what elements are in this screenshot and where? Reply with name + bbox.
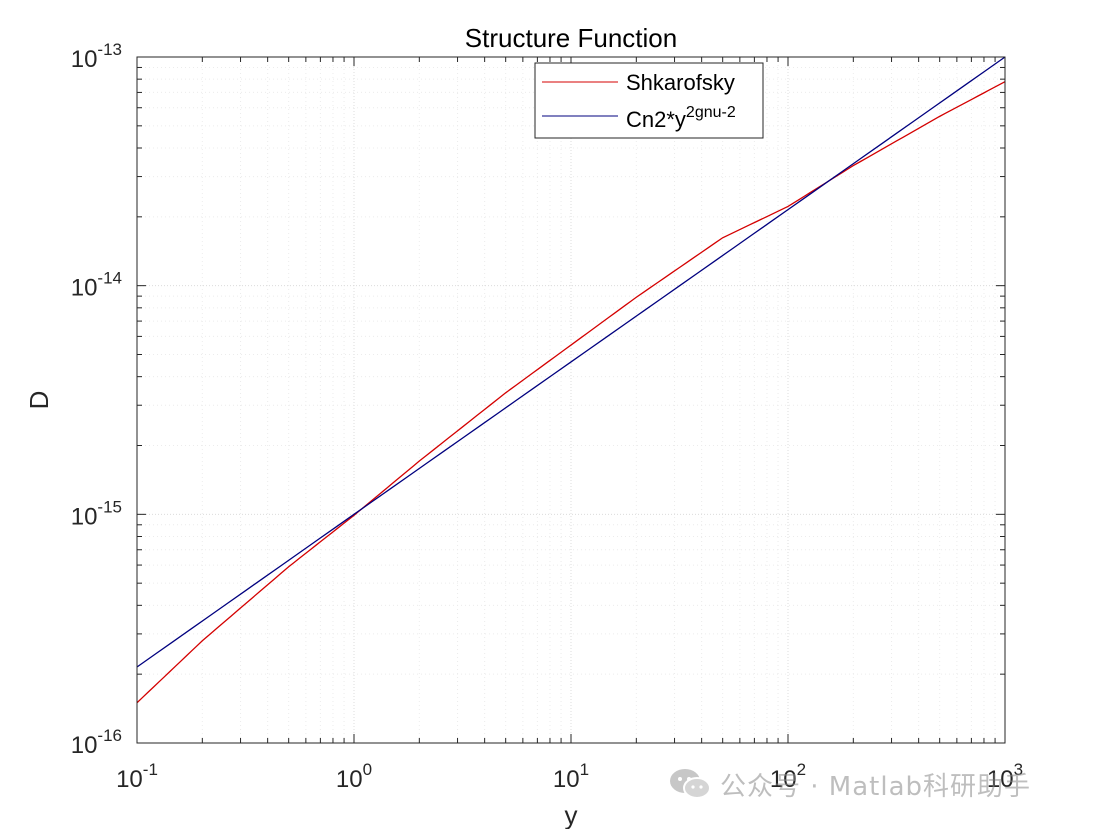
y-tick-label: 10-16: [71, 726, 122, 759]
y-tick-label: 10-14: [71, 269, 122, 302]
legend-box: [534, 62, 764, 139]
ticks: [136, 57, 1005, 744]
x-tick-label: 10-1: [116, 760, 158, 793]
chart-title: Structure Function: [465, 23, 677, 53]
watermark-text: 公众号 · Matlab科研助手: [720, 771, 1032, 802]
legend-label-cn2: Cn2*y2gnu-2: [626, 104, 736, 132]
x-tick-label: 102: [770, 760, 806, 793]
watermark: 公众号 · Matlab科研助手: [668, 762, 1031, 806]
plot-lines: [136, 56, 1006, 704]
series-line-1: [136, 56, 1006, 668]
grid: [136, 57, 1005, 744]
x-tick-label: 100: [336, 760, 372, 793]
series-line-0: [136, 81, 1006, 704]
y-tick-label: 10-15: [71, 497, 122, 530]
wechat-icon: [670, 769, 711, 799]
legend-label-shkarofsky: Shkarofsky: [626, 70, 735, 95]
tick-labels: 10-1 100 101 102 103 10-16 10-15 10-14 10-13: [71, 40, 1023, 793]
x-tick-label: 103: [987, 760, 1023, 793]
legend: Shkarofsky Cn2*y2gnu-2: [534, 62, 764, 139]
x-tick-label: 101: [553, 760, 589, 793]
x-axis-label: y: [565, 800, 578, 829]
y-axis-label: D: [24, 391, 54, 410]
y-tick-label: 10-13: [71, 40, 122, 73]
